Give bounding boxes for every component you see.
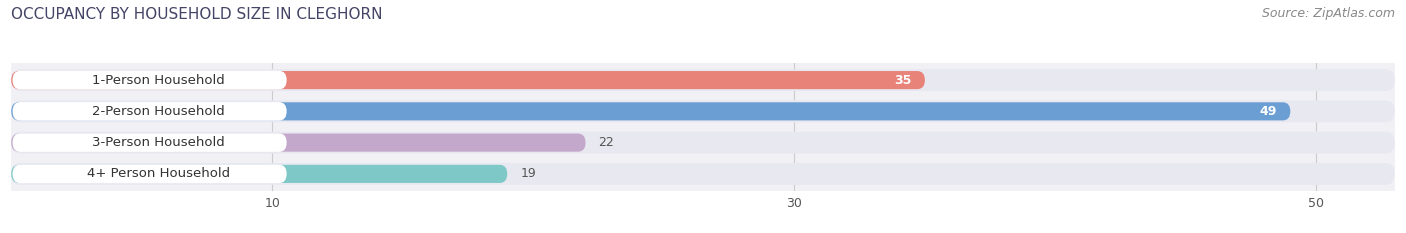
Text: 4+ Person Household: 4+ Person Household bbox=[87, 167, 231, 180]
Text: 22: 22 bbox=[599, 136, 614, 149]
FancyBboxPatch shape bbox=[11, 100, 1395, 122]
Text: 19: 19 bbox=[520, 167, 536, 180]
Text: 1-Person Household: 1-Person Household bbox=[93, 74, 225, 87]
FancyBboxPatch shape bbox=[13, 71, 287, 89]
Text: 3-Person Household: 3-Person Household bbox=[93, 136, 225, 149]
Text: 49: 49 bbox=[1260, 105, 1277, 118]
Text: 2-Person Household: 2-Person Household bbox=[93, 105, 225, 118]
FancyBboxPatch shape bbox=[11, 102, 1291, 120]
FancyBboxPatch shape bbox=[13, 164, 287, 183]
Text: Source: ZipAtlas.com: Source: ZipAtlas.com bbox=[1261, 7, 1395, 20]
FancyBboxPatch shape bbox=[11, 69, 1395, 91]
FancyBboxPatch shape bbox=[11, 134, 585, 152]
Text: OCCUPANCY BY HOUSEHOLD SIZE IN CLEGHORN: OCCUPANCY BY HOUSEHOLD SIZE IN CLEGHORN bbox=[11, 7, 382, 22]
FancyBboxPatch shape bbox=[11, 132, 1395, 154]
Text: 35: 35 bbox=[894, 74, 912, 87]
FancyBboxPatch shape bbox=[13, 133, 287, 152]
FancyBboxPatch shape bbox=[11, 165, 508, 183]
FancyBboxPatch shape bbox=[11, 163, 1395, 185]
FancyBboxPatch shape bbox=[11, 71, 925, 89]
FancyBboxPatch shape bbox=[13, 102, 287, 121]
